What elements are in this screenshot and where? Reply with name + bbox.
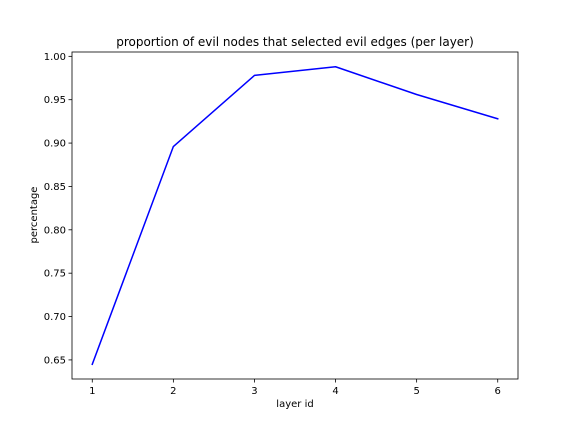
- x-tick-label: 4: [332, 386, 338, 397]
- y-tick-label: 1.00: [44, 52, 66, 63]
- x-axis-label: layer id: [276, 399, 313, 410]
- y-tick-label: 0.65: [44, 355, 66, 366]
- y-tick-label: 0.85: [44, 182, 66, 193]
- x-tick-label: 3: [251, 386, 257, 397]
- x-tick-label: 2: [170, 386, 176, 397]
- y-tick-label: 0.70: [44, 312, 66, 323]
- y-axis-label: percentage: [29, 187, 40, 244]
- x-tick-label: 6: [495, 386, 501, 397]
- y-tick-label: 0.80: [44, 225, 66, 236]
- y-tick-label: 0.75: [44, 269, 66, 280]
- x-tick-label: 1: [89, 386, 95, 397]
- y-tick-label: 0.90: [44, 139, 66, 150]
- y-tick-label: 0.95: [44, 95, 66, 106]
- x-tick-label: 5: [413, 386, 419, 397]
- chart-title: proportion of evil nodes that selected e…: [116, 35, 474, 49]
